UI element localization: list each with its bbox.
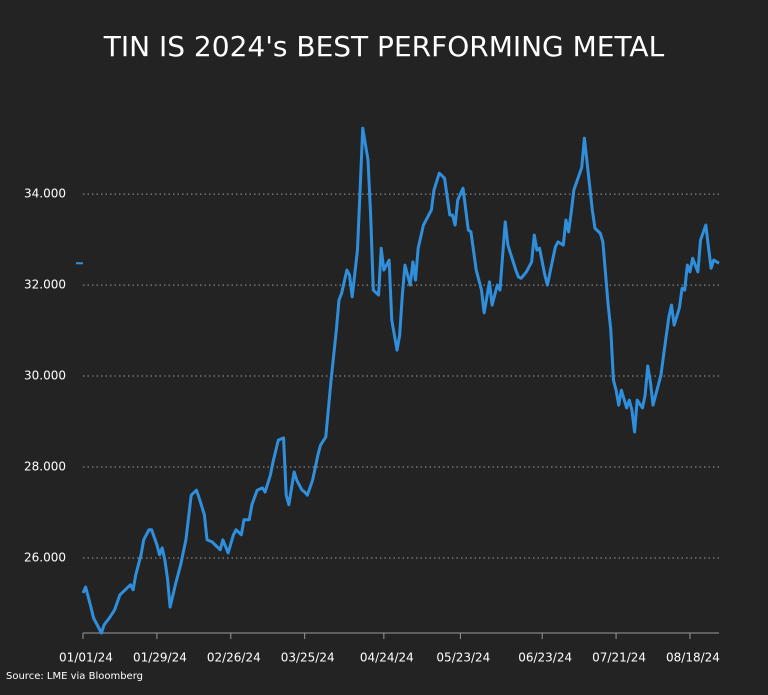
x-tick-label: 07/21/24	[592, 651, 646, 665]
x-tick-label: 05/23/24	[436, 651, 490, 665]
y-tick-label: 30.000	[24, 369, 66, 383]
x-tick-label: 03/25/24	[281, 651, 335, 665]
x-tick-label: 08/18/24	[666, 651, 720, 665]
y-tick-label: 34.000	[24, 187, 66, 201]
y-tick-label: 26.000	[24, 550, 66, 564]
x-tick-label: 04/24/24	[360, 651, 414, 665]
price-line	[81, 126, 720, 635]
y-tick-label: 32.000	[24, 278, 66, 292]
x-tick-label: 01/29/24	[133, 651, 187, 665]
source-note: Source: LME via Bloomberg	[6, 671, 143, 682]
y-tick-label: 28.000	[24, 460, 66, 474]
x-tick-label: 02/26/24	[207, 651, 261, 665]
chart-title: TIN IS 2024's BEST PERFORMING METAL	[103, 30, 665, 63]
x-tick-label: 06/23/24	[518, 651, 572, 665]
x-tick-label: 01/01/24	[59, 651, 113, 665]
